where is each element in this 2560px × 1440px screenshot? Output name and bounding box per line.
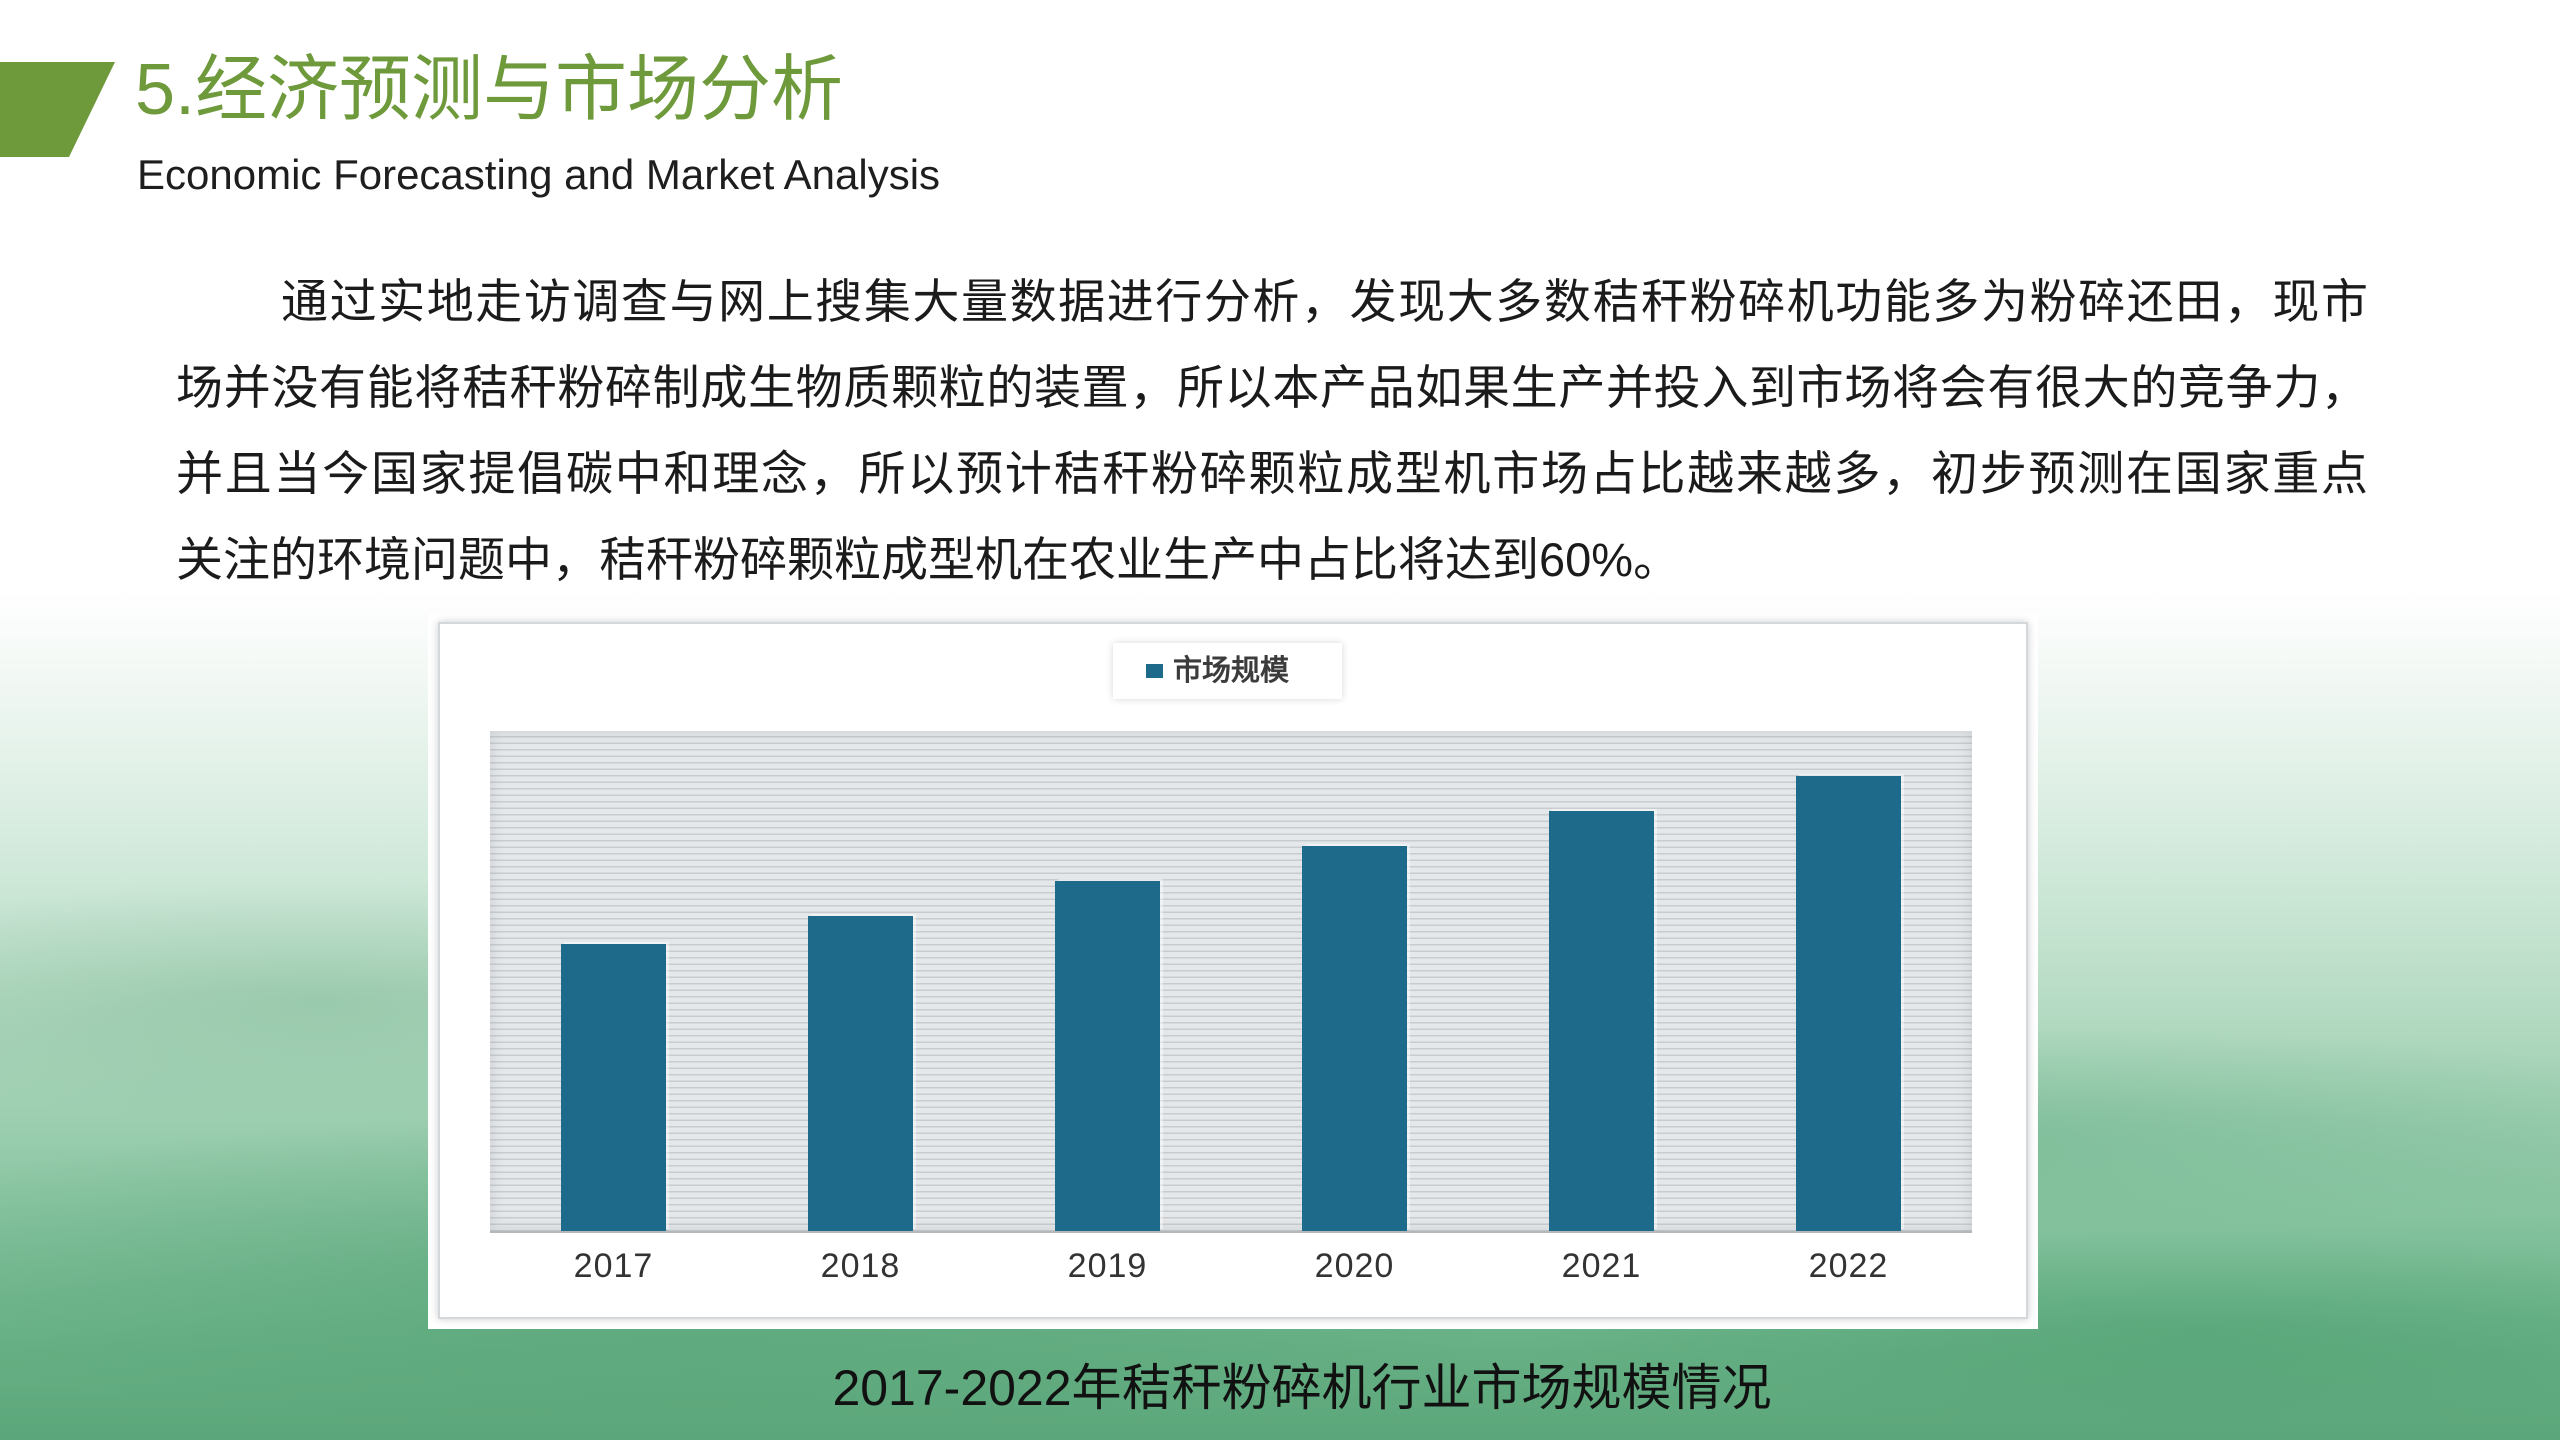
slide-title: 5.经济预测与市场分析 [135,50,844,130]
plot-area [490,731,1972,1233]
chart-legend: 市场规模 [1113,643,1342,699]
slide-subtitle: Economic Forecasting and Market Analysis [137,151,941,198]
x-axis-labels: 2017 2018 2019 2020 2021 2022 [490,1244,1972,1288]
x-tick-label-2022: 2022 [1808,1247,1889,1285]
paragraph-line: 场并没有能将秸秆粉碎制成生物质颗粒的装置，所以本产品如果生产并投入到市场将会有很… [176,361,2368,414]
bar-group [490,731,1972,1231]
bar-2021 [1549,811,1654,1231]
legend-label: 市场规模 [1173,655,1290,687]
bar-chart: 市场规模 2017 2018 2019 2020 2021 2022 [428,614,2038,1329]
bar-2018 [808,916,913,1231]
bar-2019 [1055,881,1160,1231]
bar-2022 [1796,776,1901,1231]
x-tick-label-2021: 2021 [1561,1247,1642,1285]
body-paragraph: 通过实地走访调查与网上搜集大量数据进行分析，发现大多数秸秆粉碎机功能多为粉碎还田… [176,259,2368,603]
bar-2017 [561,943,666,1231]
x-tick-label-2019: 2019 [1067,1247,1148,1285]
paragraph-line: 关注的环境问题中，秸秆粉碎颗粒成型机在农业生产中占比将达到60%。 [176,533,1681,586]
x-tick-label-2018: 2018 [820,1247,901,1285]
paragraph-line: 通过实地走访调查与网上搜集大量数据进行分析，发现大多数秸秆粉碎机功能多为粉碎还田… [281,275,2368,328]
bar-2020 [1302,846,1407,1231]
x-tick-label-2020: 2020 [1314,1247,1395,1285]
chart-caption: 2017-2022年秸秆粉碎机行业市场规模情况 [832,1360,1772,1416]
legend-marker [1146,664,1163,678]
paragraph-line: 并且当今国家提倡碳中和理念，所以预计秸秆粉碎颗粒成型机市场占比越来越多，初步预测… [176,447,2368,500]
x-tick-label-2017: 2017 [573,1247,654,1285]
